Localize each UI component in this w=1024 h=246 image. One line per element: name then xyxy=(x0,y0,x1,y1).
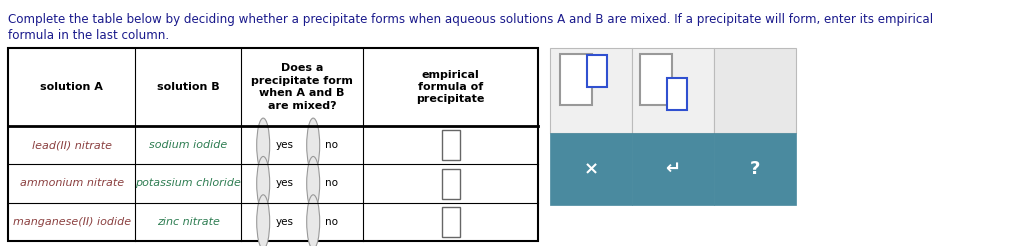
Bar xyxy=(632,133,714,205)
Text: ×: × xyxy=(584,160,599,178)
Bar xyxy=(714,48,796,133)
Text: no: no xyxy=(326,140,338,150)
Ellipse shape xyxy=(307,118,319,172)
Text: solution B: solution B xyxy=(157,82,219,92)
Text: lead(II) nitrate: lead(II) nitrate xyxy=(32,140,112,150)
Bar xyxy=(667,78,687,110)
Text: yes: yes xyxy=(275,217,293,227)
Text: no: no xyxy=(326,217,338,227)
Bar xyxy=(441,207,460,237)
Text: Complete the table below by deciding whether a precipitate forms when aqueous so: Complete the table below by deciding whe… xyxy=(8,13,933,26)
Text: yes: yes xyxy=(275,140,293,150)
Text: zinc nitrate: zinc nitrate xyxy=(157,217,219,227)
Text: no: no xyxy=(326,179,338,188)
Bar xyxy=(441,130,460,160)
Bar xyxy=(550,48,632,133)
Ellipse shape xyxy=(257,118,269,172)
Bar xyxy=(632,48,714,133)
Bar xyxy=(441,169,460,199)
Bar xyxy=(640,54,672,105)
Bar xyxy=(560,54,592,105)
Bar xyxy=(587,55,607,87)
Text: yes: yes xyxy=(275,179,293,188)
Ellipse shape xyxy=(307,195,319,246)
Text: ↵: ↵ xyxy=(666,160,681,178)
Text: empirical
formula of
precipitate: empirical formula of precipitate xyxy=(417,70,484,104)
Text: ammonium nitrate: ammonium nitrate xyxy=(19,179,124,188)
Text: potassium chloride: potassium chloride xyxy=(135,179,241,188)
Text: sodium iodide: sodium iodide xyxy=(150,140,227,150)
Bar xyxy=(550,133,632,205)
Text: Does a
precipitate form
when A and B
are mixed?: Does a precipitate form when A and B are… xyxy=(251,63,353,111)
Bar xyxy=(8,48,538,241)
Text: ?: ? xyxy=(750,160,760,178)
Text: solution A: solution A xyxy=(40,82,103,92)
Bar xyxy=(714,133,796,205)
Ellipse shape xyxy=(257,156,269,211)
Text: manganese(II) iodide: manganese(II) iodide xyxy=(12,217,131,227)
Ellipse shape xyxy=(257,195,269,246)
Ellipse shape xyxy=(307,156,319,211)
Text: formula in the last column.: formula in the last column. xyxy=(8,29,169,42)
